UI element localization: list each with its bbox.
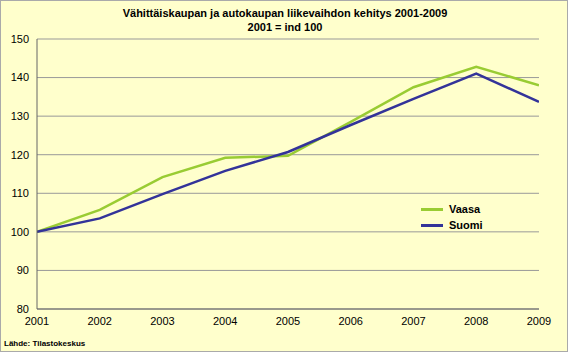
svg-text:80: 80 (17, 303, 29, 315)
svg-text:2007: 2007 (401, 315, 425, 327)
html-text:Suomi: Suomi (449, 219, 483, 231)
svg-text:2001: 2001 (25, 315, 49, 327)
svg-text:90: 90 (17, 264, 29, 276)
svg-text:100: 100 (11, 226, 29, 238)
svg-text:140: 140 (11, 71, 29, 83)
svg-text:2006: 2006 (339, 315, 363, 327)
svg-text:2005: 2005 (276, 315, 300, 327)
svg-text:2003: 2003 (150, 315, 174, 327)
html-text:2001 = ind 100: 2001 = ind 100 (247, 21, 323, 33)
svg-text:2009: 2009 (527, 315, 551, 327)
svg-text:2002: 2002 (88, 315, 112, 327)
svg-text:130: 130 (11, 110, 29, 122)
svg-text:2004: 2004 (213, 315, 237, 327)
svg-text:2008: 2008 (464, 315, 488, 327)
html-text:Vähittäiskaupan ja autokaupan: Vähittäiskaupan ja autokaupan liikevaihd… (122, 7, 448, 19)
html-text:Lähde: Tilastokeskus: Lähde: Tilastokeskus (4, 339, 86, 348)
svg-text:150: 150 (11, 33, 29, 45)
svg-text:110: 110 (11, 187, 29, 199)
html-text:Vaasa: Vaasa (449, 203, 481, 215)
svg-text:120: 120 (11, 149, 29, 161)
